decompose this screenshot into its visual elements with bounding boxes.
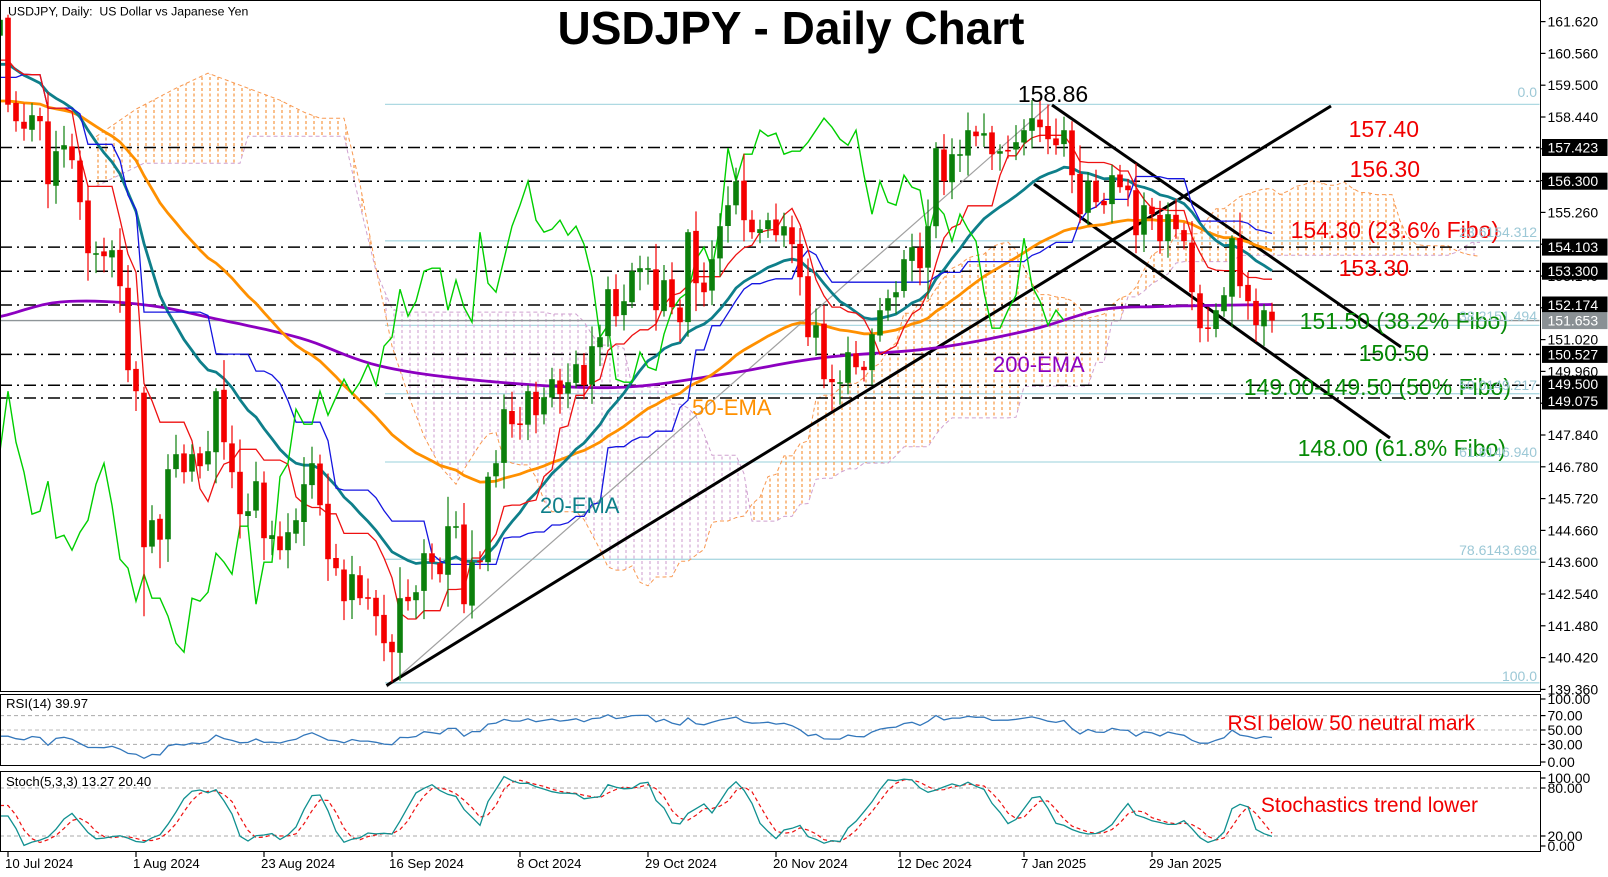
svg-text:155.260: 155.260 (1548, 204, 1599, 220)
svg-text:160.560: 160.560 (1548, 45, 1599, 61)
svg-text:RSI(14) 39.97: RSI(14) 39.97 (6, 696, 88, 711)
svg-text:16 Sep 2024: 16 Sep 2024 (389, 856, 464, 871)
svg-text:149.075: 149.075 (1548, 393, 1599, 409)
svg-text:156.30: 156.30 (1350, 156, 1420, 182)
svg-text:80.00: 80.00 (1548, 780, 1583, 796)
svg-text:8 Oct 2024: 8 Oct 2024 (517, 856, 582, 871)
svg-text:78.6143.698: 78.6143.698 (1459, 542, 1537, 558)
svg-text:30.00: 30.00 (1548, 736, 1583, 752)
svg-text:0.00: 0.00 (1548, 838, 1575, 854)
svg-text:RSI below 50 neutral mark: RSI below 50 neutral mark (1228, 712, 1476, 735)
svg-text:USDJPY, Daily: US Dollar vs J: USDJPY, Daily: US Dollar vs Japanese Yen (8, 5, 249, 19)
svg-text:Stoch(5,3,3) 13.27 20.40: Stoch(5,3,3) 13.27 20.40 (6, 774, 151, 789)
svg-text:29 Jan 2025: 29 Jan 2025 (1149, 856, 1222, 871)
svg-text:20 Nov 2024: 20 Nov 2024 (773, 856, 848, 871)
svg-text:158.86: 158.86 (1018, 81, 1088, 107)
svg-text:142.540: 142.540 (1548, 586, 1599, 602)
svg-text:100.0: 100.0 (1502, 668, 1537, 684)
svg-text:145.720: 145.720 (1548, 491, 1599, 507)
svg-text:161.620: 161.620 (1548, 14, 1599, 30)
svg-text:1 Aug 2024: 1 Aug 2024 (133, 856, 200, 871)
svg-text:100.00: 100.00 (1548, 691, 1591, 707)
svg-text:141.480: 141.480 (1548, 618, 1599, 634)
svg-text:151.50 (38.2% Fibo): 151.50 (38.2% Fibo) (1300, 308, 1508, 334)
svg-text:153.300: 153.300 (1548, 263, 1599, 279)
svg-text:151.653: 151.653 (1548, 313, 1599, 329)
svg-text:154.30 (23.6% Fibo): 154.30 (23.6% Fibo) (1291, 217, 1499, 243)
svg-text:151.020: 151.020 (1548, 332, 1599, 348)
svg-text:7 Jan 2025: 7 Jan 2025 (1021, 856, 1086, 871)
svg-text:50.00: 50.00 (1548, 722, 1583, 738)
svg-text:148.00 (61.8% Fibo): 148.00 (61.8% Fibo) (1298, 435, 1506, 461)
svg-text:156.300: 156.300 (1548, 173, 1599, 189)
svg-text:147.840: 147.840 (1548, 427, 1599, 443)
svg-text:154.103: 154.103 (1548, 239, 1599, 255)
svg-text:159.500: 159.500 (1548, 77, 1599, 93)
svg-text:20-EMA: 20-EMA (540, 493, 620, 518)
svg-text:200-EMA: 200-EMA (993, 352, 1085, 377)
svg-text:20.00: 20.00 (1548, 828, 1583, 844)
svg-text:146.780: 146.780 (1548, 459, 1599, 475)
svg-text:150.50: 150.50 (1359, 340, 1429, 366)
svg-text:158.440: 158.440 (1548, 109, 1599, 125)
svg-text:50-EMA: 50-EMA (692, 395, 772, 420)
svg-text:0.0: 0.0 (1518, 84, 1538, 100)
svg-text:12 Dec 2024: 12 Dec 2024 (897, 856, 972, 871)
svg-text:70.00: 70.00 (1548, 708, 1583, 724)
svg-text:153.30: 153.30 (1339, 255, 1409, 281)
svg-text:50.0149.217: 50.0149.217 (1459, 377, 1537, 393)
svg-text:29 Oct 2024: 29 Oct 2024 (645, 856, 717, 871)
svg-text:139.360: 139.360 (1548, 681, 1599, 697)
svg-text:152.174: 152.174 (1548, 297, 1599, 313)
svg-text:143.600: 143.600 (1548, 554, 1599, 570)
svg-text:149.00-149.50 (50% Fibo): 149.00-149.50 (50% Fibo) (1244, 374, 1511, 400)
svg-text:USDJPY - Daily Chart: USDJPY - Daily Chart (558, 2, 1025, 54)
svg-text:157.423: 157.423 (1548, 140, 1599, 156)
svg-text:Stochastics trend lower: Stochastics trend lower (1261, 794, 1478, 817)
svg-text:149.500: 149.500 (1548, 376, 1599, 392)
svg-text:38.2151.494: 38.2151.494 (1459, 308, 1537, 324)
svg-text:100.00: 100.00 (1548, 770, 1591, 786)
svg-text:150.527: 150.527 (1548, 346, 1599, 362)
svg-text:23 Aug 2024: 23 Aug 2024 (261, 856, 335, 871)
svg-text:23.6154.312: 23.6154.312 (1459, 224, 1537, 240)
svg-text:144.660: 144.660 (1548, 522, 1599, 538)
svg-text:0.00: 0.00 (1548, 754, 1575, 770)
svg-text:10 Jul 2024: 10 Jul 2024 (5, 856, 73, 871)
svg-text:149.960: 149.960 (1548, 363, 1599, 379)
svg-text:140.420: 140.420 (1548, 650, 1599, 666)
svg-text:157.40: 157.40 (1349, 116, 1419, 142)
svg-text:61.8146.940: 61.8146.940 (1459, 444, 1537, 460)
